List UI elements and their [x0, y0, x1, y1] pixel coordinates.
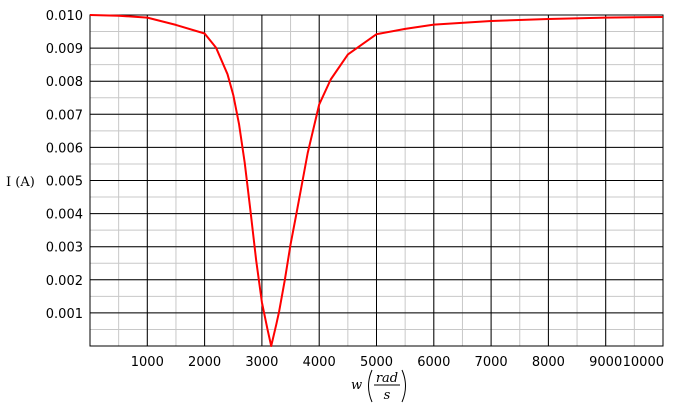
y-tick-label: 0.006: [46, 141, 83, 156]
x-tick-label: 8000: [532, 355, 565, 370]
y-tick-label: 0.001: [46, 307, 83, 322]
x-tick-label: 5000: [360, 355, 393, 370]
y-tick-label: 0.010: [46, 9, 83, 24]
y-tick-label: 0.002: [46, 274, 83, 289]
y-tick-label: 0.003: [46, 241, 83, 256]
y-tick-label: 0.004: [46, 208, 83, 223]
series-layer: [89, 14, 664, 347]
x-tick-label: 1000: [131, 355, 164, 370]
y-tick-label: 0.005: [46, 175, 83, 190]
x-axis-variable: w: [351, 378, 362, 393]
x-tick-label: 4000: [303, 355, 336, 370]
x-axis-right-paren: [401, 369, 406, 403]
x-tick-label: 2000: [188, 355, 221, 370]
x-tick-labels: 1000 2000 3000 4000 5000 6000 7000 8000 9000 1000…: [131, 355, 664, 370]
x-tick-label: 9000: [589, 355, 622, 370]
y-tick-label: 0.009: [46, 42, 83, 57]
x-axis-unit-numerator: rad: [376, 371, 398, 386]
y-axis-label: I (A): [6, 175, 35, 190]
x-tick-label: 3000: [245, 355, 278, 370]
x-tick-label: 7000: [475, 355, 508, 370]
y-tick-labels: 0.001 0.002 0.003 0.004 0.005 0.006 0.007 0.008…: [46, 9, 83, 322]
x-tick-label: 10000: [623, 355, 664, 370]
y-tick-label: 0.007: [46, 108, 83, 123]
x-axis-label: w rad s: [351, 369, 406, 403]
x-tick-label: 6000: [417, 355, 450, 370]
y-tick-label: 0.008: [46, 75, 83, 90]
series-line-current: [89, 14, 664, 347]
x-axis-left-paren: [368, 369, 373, 403]
x-axis-unit-denominator: s: [384, 388, 391, 403]
major-grid: [90, 14, 664, 346]
plot-frame: [89, 14, 664, 347]
